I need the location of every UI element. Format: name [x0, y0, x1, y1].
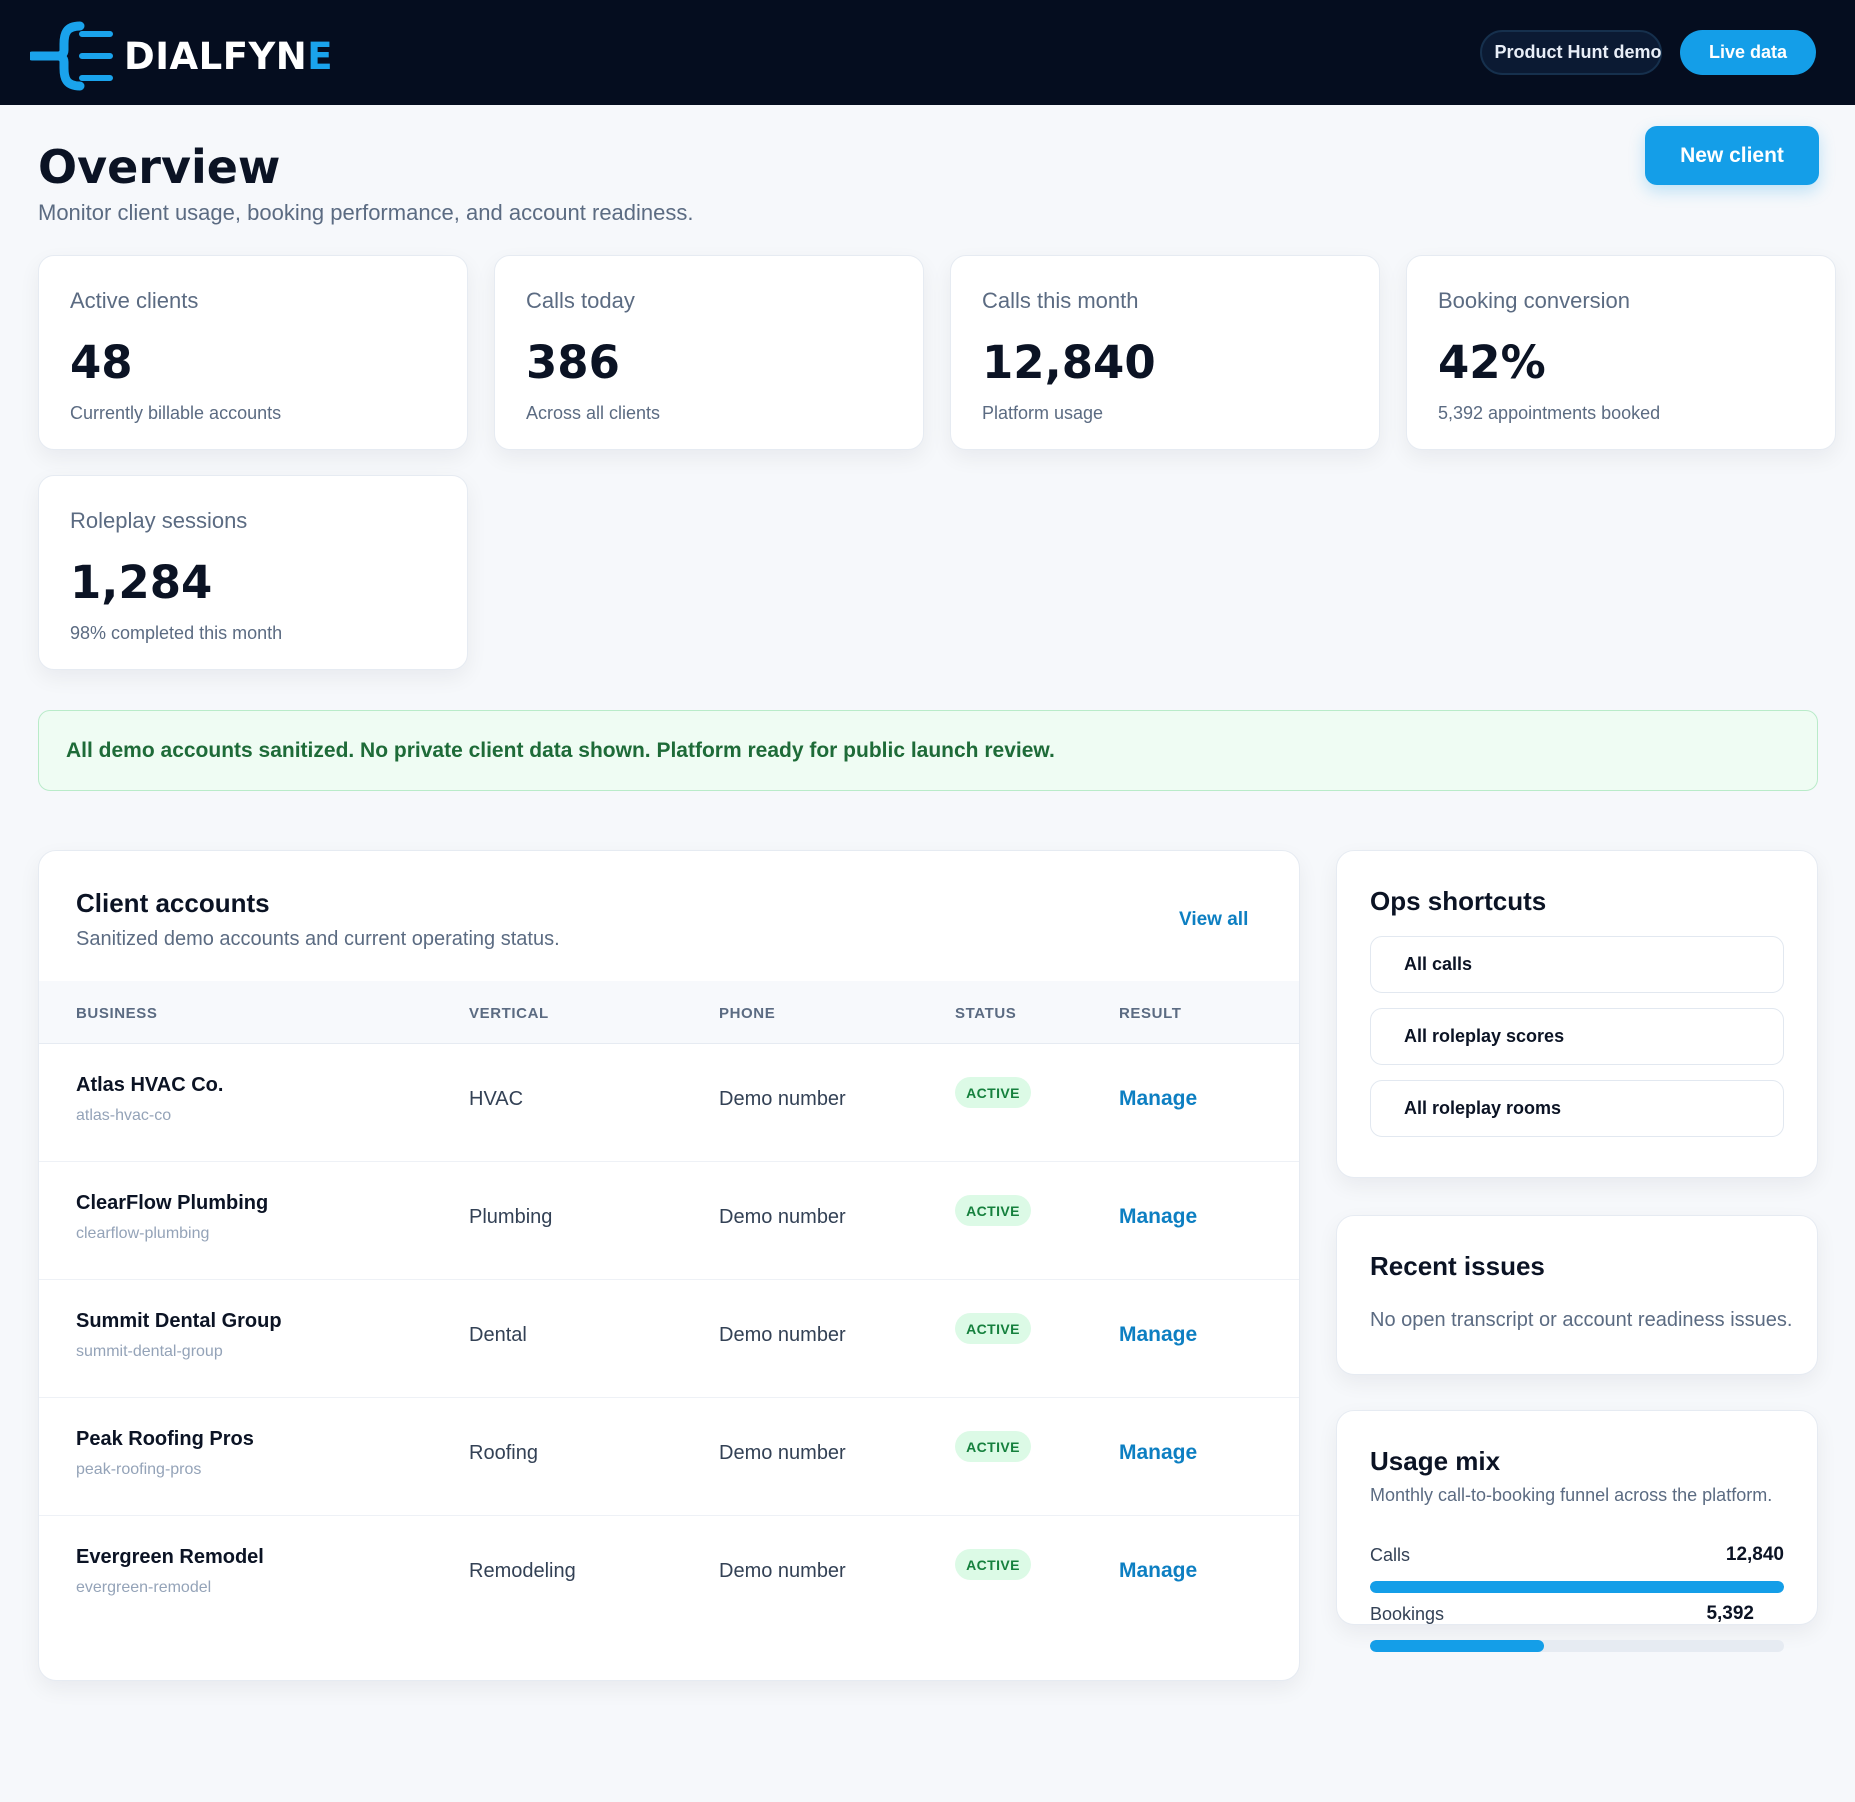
stat-card-roleplay-sessions: Roleplay sessions 1,284 98% completed th… — [38, 475, 468, 670]
usage-mix-title: Usage mix — [1370, 1446, 1501, 1476]
brand-name-suffix: E — [307, 34, 334, 78]
recent-issues-title: Recent issues — [1370, 1251, 1545, 1281]
manage-link[interactable]: Manage — [1119, 1559, 1198, 1582]
stat-card-booking-conversion: Booking conversion 42% 5,392 appointment… — [1406, 255, 1836, 450]
stat-value: 12,840 — [982, 336, 1156, 389]
page-subtitle: Monitor client usage, booking performanc… — [38, 200, 694, 225]
manage-link[interactable]: Manage — [1119, 1441, 1198, 1464]
business-slug: evergreen-remodel — [76, 1579, 212, 1596]
phone-cell: Demo number — [719, 1324, 846, 1346]
column-header-status: STATUS — [955, 1005, 1017, 1022]
stat-label: Booking conversion — [1438, 288, 1631, 313]
column-header-business: BUSINESS — [76, 1005, 158, 1022]
usage-mix-card: Usage mix Monthly call-to-booking funnel… — [1336, 1410, 1818, 1652]
meter-fill-bookings — [1370, 1640, 1544, 1652]
table-row: Atlas HVAC Co. atlas-hvac-co HVAC Demo n… — [39, 1044, 1299, 1162]
stat-value: 48 — [70, 336, 133, 389]
shortcut-all-roleplay-rooms[interactable]: All roleplay rooms — [1370, 1080, 1784, 1137]
column-header-vertical: VERTICAL — [469, 1005, 549, 1022]
page-title: Overview — [38, 140, 281, 194]
business-slug: peak-roofing-pros — [76, 1461, 202, 1478]
brand-name: DIALFYNE — [124, 35, 333, 78]
manage-link[interactable]: Manage — [1119, 1087, 1198, 1110]
recent-issues-card: Recent issues No open transcript or acco… — [1336, 1215, 1818, 1375]
meter-value-bookings: 5,392 — [1706, 1603, 1754, 1624]
stat-note: Across all clients — [526, 403, 661, 423]
view-all-link[interactable]: View all — [1179, 909, 1249, 930]
client-accounts-title: Client accounts — [76, 888, 270, 918]
vertical-cell: Roofing — [469, 1442, 538, 1464]
vertical-cell: Dental — [469, 1324, 527, 1346]
status-badge: ACTIVE — [955, 1549, 1031, 1580]
business-name: ClearFlow Plumbing — [76, 1192, 269, 1214]
stat-card-active-clients: Active clients 48 Currently billable acc… — [38, 255, 468, 450]
client-accounts-card: Client accounts Sanitized demo accounts … — [38, 850, 1300, 1681]
stat-card-calls-today: Calls today 386 Across all clients — [494, 255, 924, 450]
stat-note: Currently billable accounts — [70, 403, 282, 423]
ops-shortcuts-card: Ops shortcuts All calls All roleplay sco… — [1336, 850, 1818, 1178]
meter-value-calls: 12,840 — [1725, 1544, 1784, 1565]
vertical-cell: Plumbing — [469, 1206, 553, 1228]
table-row: Evergreen Remodel evergreen-remodel Remo… — [39, 1516, 1299, 1634]
stat-label: Active clients — [70, 288, 199, 313]
status-badge: ACTIVE — [955, 1195, 1031, 1226]
table-row: Peak Roofing Pros peak-roofing-pros Roof… — [39, 1398, 1299, 1516]
meter-fill-calls — [1370, 1581, 1784, 1593]
business-slug: atlas-hvac-co — [76, 1107, 172, 1124]
phone-cell: Demo number — [719, 1088, 846, 1110]
stat-card-calls-this-month: Calls this month 12,840 Platform usage — [950, 255, 1380, 450]
new-client-button[interactable]: New client — [1645, 126, 1819, 185]
manage-link[interactable]: Manage — [1119, 1205, 1198, 1228]
meter-label-bookings: Bookings — [1370, 1604, 1445, 1624]
phone-cell: Demo number — [719, 1442, 846, 1464]
stat-note: Platform usage — [982, 403, 1104, 423]
live-data-button[interactable]: Live data — [1680, 30, 1816, 75]
client-accounts-subtitle: Sanitized demo accounts and current oper… — [76, 928, 560, 950]
status-banner: All demo accounts sanitized. No private … — [38, 710, 1818, 791]
phone-cell: Demo number — [719, 1560, 846, 1582]
stat-value: 42% — [1438, 336, 1546, 389]
meter-label-calls: Calls — [1370, 1545, 1411, 1565]
ops-shortcuts-title: Ops shortcuts — [1370, 886, 1547, 916]
shortcut-all-roleplay-scores[interactable]: All roleplay scores — [1370, 1008, 1784, 1065]
column-header-result: RESULT — [1119, 1005, 1182, 1022]
shortcut-all-calls[interactable]: All calls — [1370, 936, 1784, 993]
stat-label: Calls today — [526, 288, 635, 313]
status-badge: ACTIVE — [955, 1077, 1031, 1108]
logo[interactable]: DIALFYNE — [30, 20, 333, 92]
stat-note: 5,392 appointments booked — [1438, 403, 1661, 423]
stat-label: Roleplay sessions — [70, 508, 248, 533]
stat-label: Calls this month — [982, 288, 1139, 313]
brand-name-prefix: DIALFYN — [124, 34, 308, 78]
dialfyne-logo-icon — [30, 20, 116, 92]
business-name: Evergreen Remodel — [76, 1546, 264, 1568]
manage-link[interactable]: Manage — [1119, 1323, 1198, 1346]
meter-track-calls — [1370, 1581, 1784, 1593]
table-row: Summit Dental Group summit-dental-group … — [39, 1280, 1299, 1398]
business-slug: summit-dental-group — [76, 1343, 223, 1360]
usage-mix-subtitle: Monthly call-to-booking funnel across th… — [1370, 1485, 1773, 1505]
business-name: Summit Dental Group — [76, 1310, 282, 1332]
business-name: Atlas HVAC Co. — [76, 1074, 224, 1096]
product-hunt-demo-button[interactable]: Product Hunt demo — [1480, 30, 1662, 75]
vertical-cell: HVAC — [469, 1088, 524, 1110]
phone-cell: Demo number — [719, 1206, 846, 1228]
vertical-cell: Remodeling — [469, 1560, 576, 1582]
stat-value: 1,284 — [70, 556, 213, 609]
business-name: Peak Roofing Pros — [76, 1428, 254, 1450]
table-row: ClearFlow Plumbing clearflow-plumbing Pl… — [39, 1162, 1299, 1280]
stat-note: 98% completed this month — [70, 623, 283, 643]
meter-track-bookings — [1370, 1640, 1784, 1652]
column-header-phone: PHONE — [719, 1005, 776, 1022]
top-bar: DIALFYNE Product Hunt demo Live data — [0, 0, 1855, 105]
status-badge: ACTIVE — [955, 1313, 1031, 1344]
stat-value: 386 — [526, 336, 620, 389]
status-badge: ACTIVE — [955, 1431, 1031, 1462]
business-slug: clearflow-plumbing — [76, 1225, 210, 1242]
table-header: BUSINESS VERTICAL PHONE STATUS RESULT — [39, 981, 1299, 1044]
recent-issues-text: No open transcript or account readiness … — [1370, 1309, 1793, 1331]
